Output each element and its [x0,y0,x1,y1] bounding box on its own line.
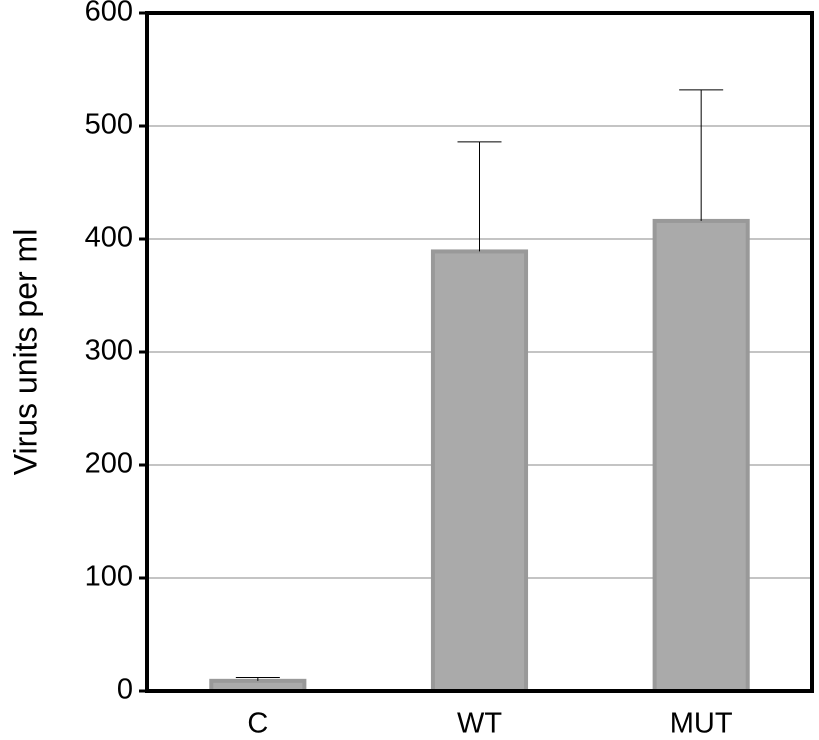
y-tick-label: 600 [85,0,133,28]
x-tick-label: MUT [670,708,733,740]
y-tick-label: 100 [85,561,133,593]
y-tick-label: 0 [117,674,133,706]
y-axis-label: Virus units per ml [7,229,43,476]
x-tick-label: C [247,708,268,740]
bar [430,249,529,693]
bar [652,218,750,693]
plot-frame [145,11,814,693]
y-tick-label: 300 [85,335,133,367]
x-tick-label: WT [457,708,502,740]
y-tick-label: 400 [85,222,133,254]
y-tick-label: 200 [85,448,133,480]
y-tick-label: 500 [85,109,133,141]
